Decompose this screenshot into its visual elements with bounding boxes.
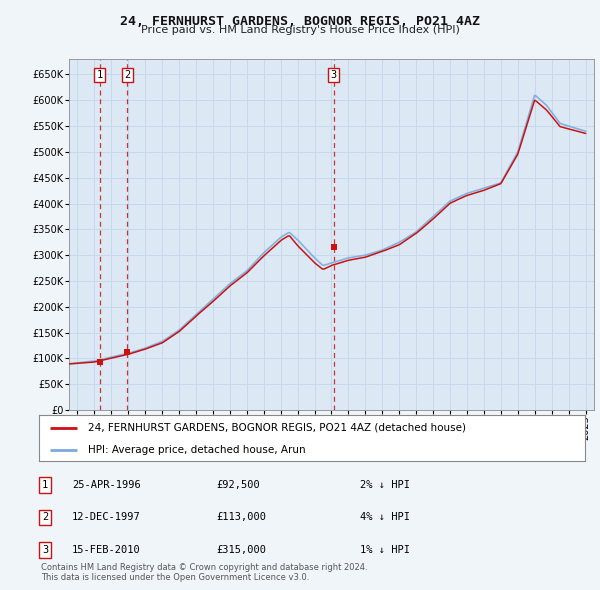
Text: 4% ↓ HPI: 4% ↓ HPI xyxy=(360,513,410,522)
Text: Contains HM Land Registry data © Crown copyright and database right 2024.: Contains HM Land Registry data © Crown c… xyxy=(41,563,367,572)
Text: 1: 1 xyxy=(97,70,103,80)
Text: HPI: Average price, detached house, Arun: HPI: Average price, detached house, Arun xyxy=(88,445,306,455)
Text: Price paid vs. HM Land Registry's House Price Index (HPI): Price paid vs. HM Land Registry's House … xyxy=(140,25,460,35)
Text: 1: 1 xyxy=(42,480,48,490)
Text: This data is licensed under the Open Government Licence v3.0.: This data is licensed under the Open Gov… xyxy=(41,573,309,582)
Text: 2: 2 xyxy=(124,70,131,80)
Text: 3: 3 xyxy=(42,545,48,555)
Text: 12-DEC-1997: 12-DEC-1997 xyxy=(72,513,141,522)
Text: 2: 2 xyxy=(42,513,48,522)
Text: 24, FERNHURST GARDENS, BOGNOR REGIS, PO21 4AZ: 24, FERNHURST GARDENS, BOGNOR REGIS, PO2… xyxy=(120,15,480,28)
Text: 1% ↓ HPI: 1% ↓ HPI xyxy=(360,545,410,555)
Text: £315,000: £315,000 xyxy=(216,545,266,555)
Text: £92,500: £92,500 xyxy=(216,480,260,490)
Text: 15-FEB-2010: 15-FEB-2010 xyxy=(72,545,141,555)
Text: 24, FERNHURST GARDENS, BOGNOR REGIS, PO21 4AZ (detached house): 24, FERNHURST GARDENS, BOGNOR REGIS, PO2… xyxy=(88,423,466,433)
Text: £113,000: £113,000 xyxy=(216,513,266,522)
Text: 2% ↓ HPI: 2% ↓ HPI xyxy=(360,480,410,490)
Text: 3: 3 xyxy=(331,70,337,80)
Text: 25-APR-1996: 25-APR-1996 xyxy=(72,480,141,490)
